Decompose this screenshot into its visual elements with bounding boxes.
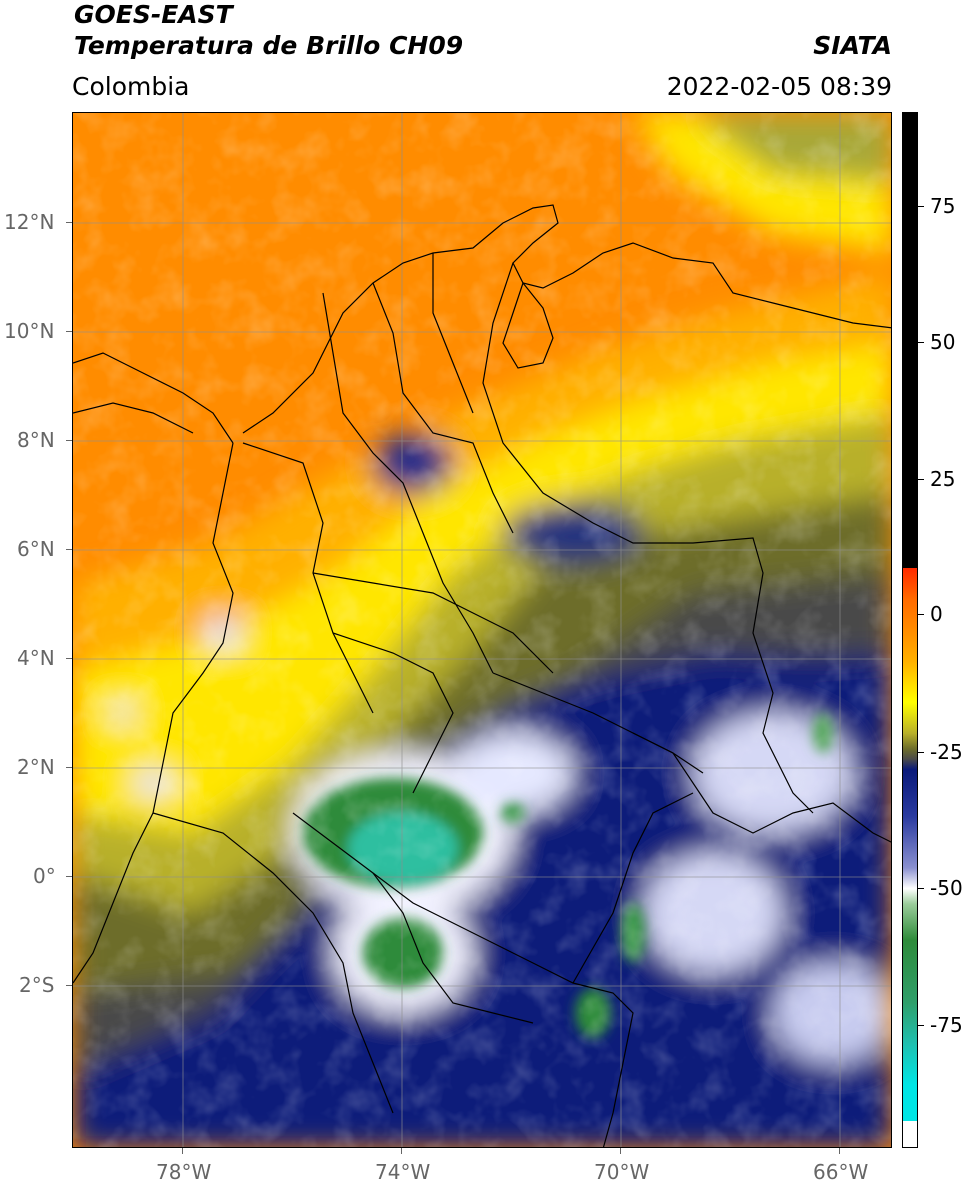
cb-label-neg50: -50 — [930, 876, 963, 900]
cb-label-0: 0 — [930, 602, 943, 626]
timestamp-label: 2022-02-05 08:39 — [666, 72, 892, 101]
satellite-map — [72, 112, 892, 1148]
lon-label-78w: 78°W — [156, 1160, 212, 1184]
lon-label-66w: 66°W — [813, 1160, 869, 1184]
cb-label-25: 25 — [930, 467, 956, 491]
lat-label-0: 0° — [33, 864, 56, 888]
lon-label-70w: 70°W — [594, 1160, 650, 1184]
lat-tick-8n — [66, 440, 72, 441]
lon-tick-74w — [401, 1148, 402, 1154]
cb-tick-0 — [918, 614, 924, 615]
cb-tick-neg50 — [918, 888, 924, 889]
title-line2: Temperatura de Brillo CH09 — [74, 31, 464, 60]
lon-tick-78w — [182, 1148, 183, 1154]
cb-label-neg25: -25 — [930, 740, 963, 764]
cb-label-50: 50 — [930, 330, 956, 354]
cb-tick-neg25 — [918, 752, 924, 753]
lat-label-4n: 4°N — [17, 646, 55, 670]
graticule — [73, 113, 891, 1147]
lat-tick-10n — [66, 331, 72, 332]
lat-label-12n: 12°N — [4, 210, 55, 234]
lat-tick-6n — [66, 549, 72, 550]
source-label: SIATA — [813, 31, 892, 60]
country-borders — [73, 204, 891, 1147]
map-svg — [73, 113, 891, 1147]
lat-tick-2s — [66, 985, 72, 986]
lat-label-2s: 2°S — [19, 973, 55, 997]
lat-label-8n: 8°N — [17, 428, 55, 452]
cb-tick-25 — [918, 479, 924, 480]
temperature-field — [73, 113, 891, 1147]
colorbar — [902, 112, 918, 1148]
title-line1: GOES-EAST — [74, 0, 233, 29]
cb-label-75: 75 — [930, 194, 956, 218]
lon-label-74w: 74°W — [375, 1160, 431, 1184]
cb-tick-75 — [918, 206, 924, 207]
lat-tick-12n — [66, 222, 72, 223]
cb-tick-neg75 — [918, 1025, 924, 1026]
cb-label-neg75: -75 — [930, 1013, 963, 1037]
lon-tick-70w — [620, 1148, 621, 1154]
region-label: Colombia — [72, 72, 190, 101]
lat-label-10n: 10°N — [4, 319, 55, 343]
lat-label-2n: 2°N — [17, 755, 55, 779]
cb-tick-50 — [918, 342, 924, 343]
lat-label-6n: 6°N — [17, 537, 55, 561]
lat-tick-0 — [66, 876, 72, 877]
lat-tick-2n — [66, 767, 72, 768]
lon-tick-66w — [839, 1148, 840, 1154]
lat-tick-4n — [66, 658, 72, 659]
